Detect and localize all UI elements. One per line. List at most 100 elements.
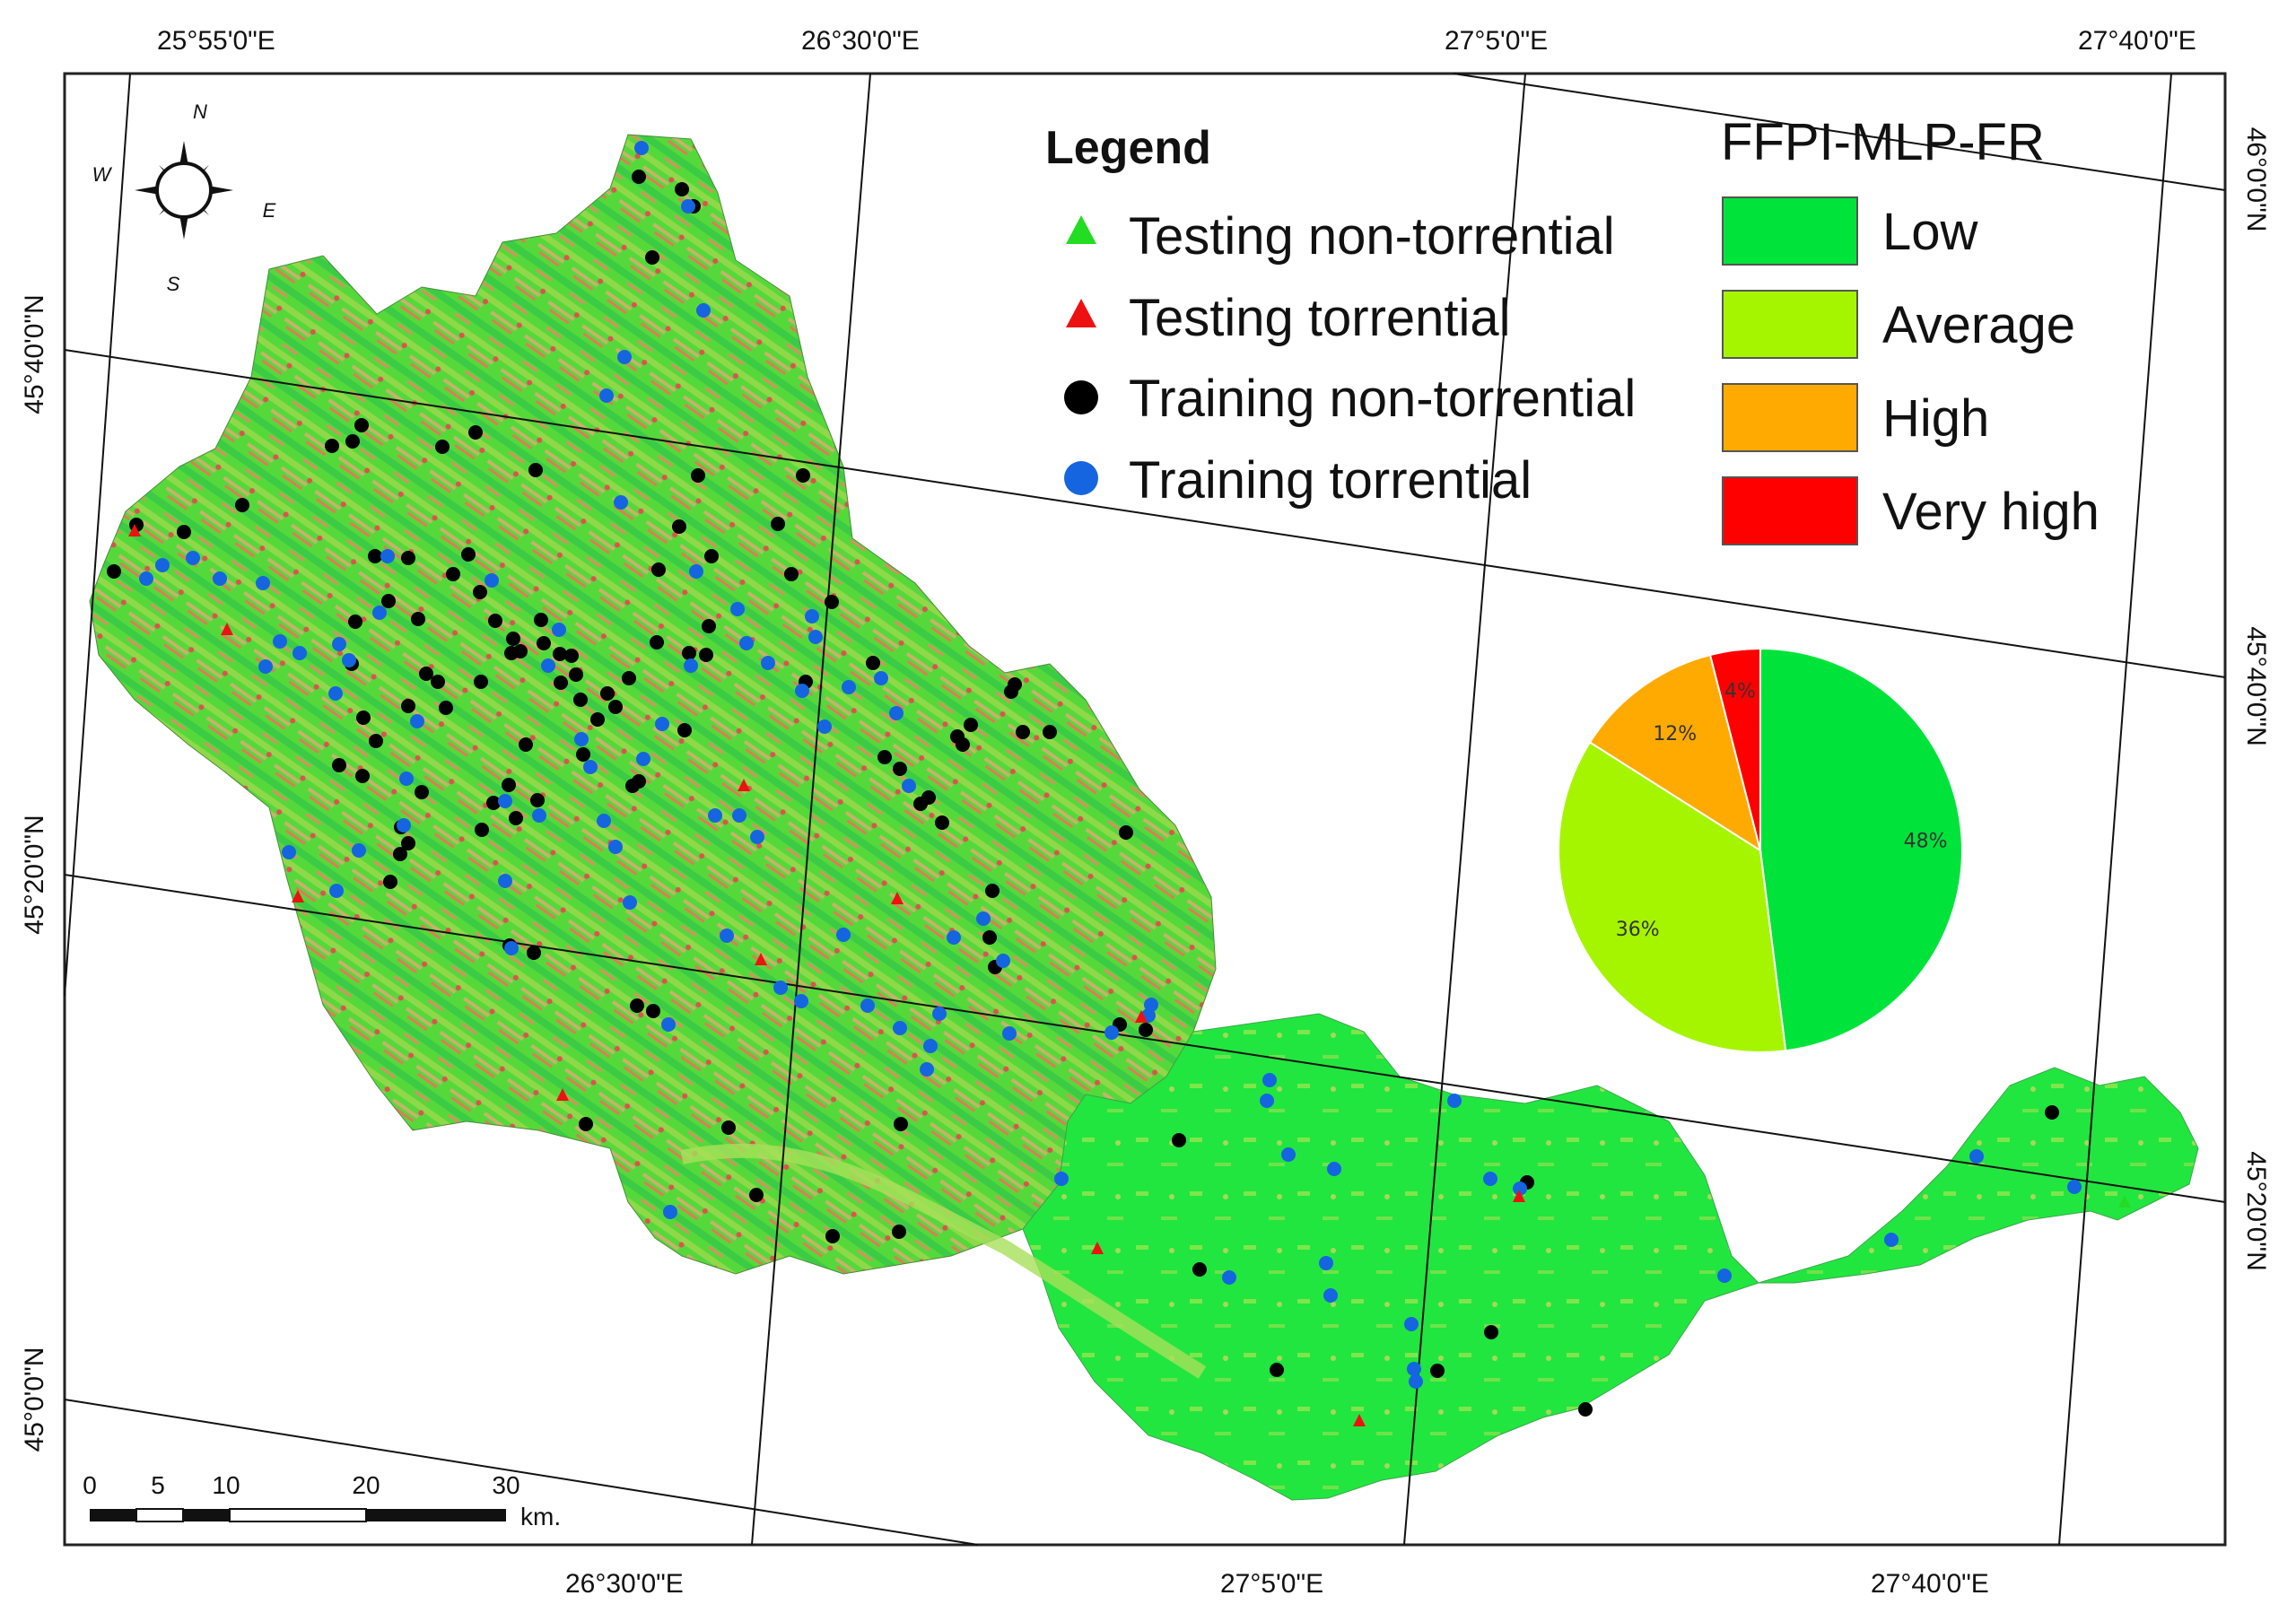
bottom-coord-label: 27°5'0"E — [1220, 1569, 1323, 1599]
training-torrential-point — [1409, 1374, 1423, 1389]
training-non-torrential-point — [877, 750, 892, 764]
training-torrential-point — [732, 808, 746, 823]
training-non-torrential-point — [892, 1225, 906, 1239]
training-non-torrential-point — [468, 425, 483, 440]
training-non-torrential-point — [474, 675, 488, 689]
training-torrential-point — [842, 680, 856, 694]
training-non-torrential-point — [749, 1188, 764, 1202]
training-torrential-point — [1717, 1269, 1732, 1283]
training-torrential-point — [372, 606, 387, 620]
training-torrential-point — [608, 840, 623, 854]
training-torrential-point — [342, 653, 356, 667]
right-coord-label: 45°40'0"N — [2241, 626, 2271, 745]
training-torrential-point — [1404, 1317, 1419, 1331]
training-non-torrential-point — [825, 595, 839, 609]
top-coord-label: 26°30'0"E — [801, 26, 920, 56]
training-torrential-point — [186, 551, 200, 565]
top-coordinates: 25°55'0"E 26°30'0"E 27°5'0"E 27°40'0"E — [157, 26, 2196, 56]
legend-item-label: Training torrential — [1129, 451, 1532, 510]
training-non-torrential-point — [704, 549, 719, 563]
training-torrential-point — [597, 814, 611, 828]
training-torrential-point — [504, 941, 519, 955]
training-torrential-point — [817, 719, 832, 734]
training-non-torrential-point — [1484, 1325, 1498, 1339]
testing-torrential-point — [891, 892, 904, 904]
training-non-torrential-point — [345, 434, 360, 449]
training-non-torrential-point — [796, 468, 810, 483]
left-coordinates: 45°40'0"N 45°20'0"N 45°0'0"N — [20, 294, 49, 1452]
training-torrential-point — [874, 671, 888, 685]
training-non-torrential-point — [600, 686, 615, 701]
training-non-torrential-point — [590, 712, 605, 727]
training-non-torrential-point — [502, 778, 516, 792]
training-torrential-point — [139, 571, 153, 586]
testing-torrential-point — [221, 623, 233, 635]
training-non-torrential-point — [985, 884, 1000, 898]
training-non-torrential-point — [682, 646, 696, 660]
training-torrential-point — [893, 1021, 907, 1035]
top-coord-label: 25°55'0"E — [157, 26, 275, 56]
left-coord-label: 45°40'0"N — [20, 294, 49, 414]
training-non-torrential-point — [419, 667, 433, 681]
training-torrential-point — [1319, 1256, 1333, 1270]
training-non-torrential-point — [866, 656, 880, 670]
testing-non-torrential-triangle-icon — [1066, 215, 1096, 244]
right-coord-label: 45°20'0"N — [2241, 1151, 2271, 1270]
testing-torrential-point — [755, 953, 767, 965]
ffpi-swatch-high — [1722, 383, 1858, 452]
training-torrential-point — [532, 808, 546, 823]
legend-item-label: Testing torrential — [1129, 289, 1511, 347]
scale-tick-label: 30 — [492, 1471, 519, 1499]
training-non-torrential-point — [893, 762, 907, 776]
testing-non-torrential-point — [2118, 1195, 2131, 1208]
training-non-torrential-point — [982, 930, 997, 945]
training-non-torrential-point — [473, 585, 487, 599]
compass-rose-icon: N S E W — [92, 100, 276, 295]
training-torrential-point — [1483, 1172, 1497, 1186]
training-torrential-point — [485, 573, 499, 588]
training-non-torrential-point — [415, 785, 429, 799]
training-torrential-point — [1447, 1094, 1462, 1108]
ffpi-class-label: Low — [1882, 203, 1979, 261]
pie-chart: 48% 36% 12% 4% — [1558, 647, 1963, 1053]
training-non-torrential-point — [632, 170, 646, 184]
pie-slice-label: 12% — [1653, 723, 1697, 745]
ffpi-class-label: High — [1882, 389, 1989, 448]
training-non-torrential-point — [534, 613, 548, 627]
training-non-torrential-point — [537, 636, 551, 650]
training-torrential-point — [1054, 1172, 1069, 1186]
training-non-torrential-point — [1004, 684, 1018, 699]
training-torrential-point — [636, 752, 650, 766]
ffpi-legend: FFPI-MLP-FR Low Average High Very high — [1721, 113, 2100, 545]
training-torrential-point — [1969, 1149, 1984, 1164]
legend-title: Legend — [1045, 122, 1211, 174]
training-torrential-point — [352, 843, 366, 858]
training-torrential-point — [410, 714, 424, 728]
testing-torrential-point — [738, 779, 750, 791]
training-non-torrential-point — [650, 635, 664, 650]
pie-slice — [1558, 741, 1787, 1053]
sample-points — [107, 141, 2131, 1426]
training-torrential-point — [1327, 1162, 1341, 1176]
top-coord-label: 27°40'0"E — [2078, 26, 2196, 56]
pie-slice — [1588, 653, 1762, 853]
training-non-torrential-point — [509, 811, 523, 825]
training-torrential-point — [808, 630, 823, 644]
training-torrential-point — [661, 1017, 676, 1032]
training-non-torrential-point — [1119, 825, 1133, 840]
training-non-torrential-point — [964, 718, 978, 732]
ffpi-title: FFPI-MLP-FR — [1721, 113, 2045, 171]
catchment-mountain-area — [89, 134, 1217, 1275]
pie-slice-label: 48% — [1904, 830, 1948, 852]
training-non-torrential-point — [608, 700, 623, 714]
training-torrential-point — [328, 686, 343, 701]
training-non-torrential-point — [401, 836, 415, 850]
compass-e-label: E — [263, 199, 276, 222]
training-torrential-point — [273, 634, 287, 649]
training-non-torrential-point — [486, 796, 501, 810]
training-torrential-point — [1144, 998, 1158, 1012]
training-torrential-point — [498, 794, 512, 808]
training-non-torrential-point — [622, 671, 636, 685]
training-torrential-point — [397, 818, 411, 833]
training-torrential-point — [213, 571, 227, 586]
